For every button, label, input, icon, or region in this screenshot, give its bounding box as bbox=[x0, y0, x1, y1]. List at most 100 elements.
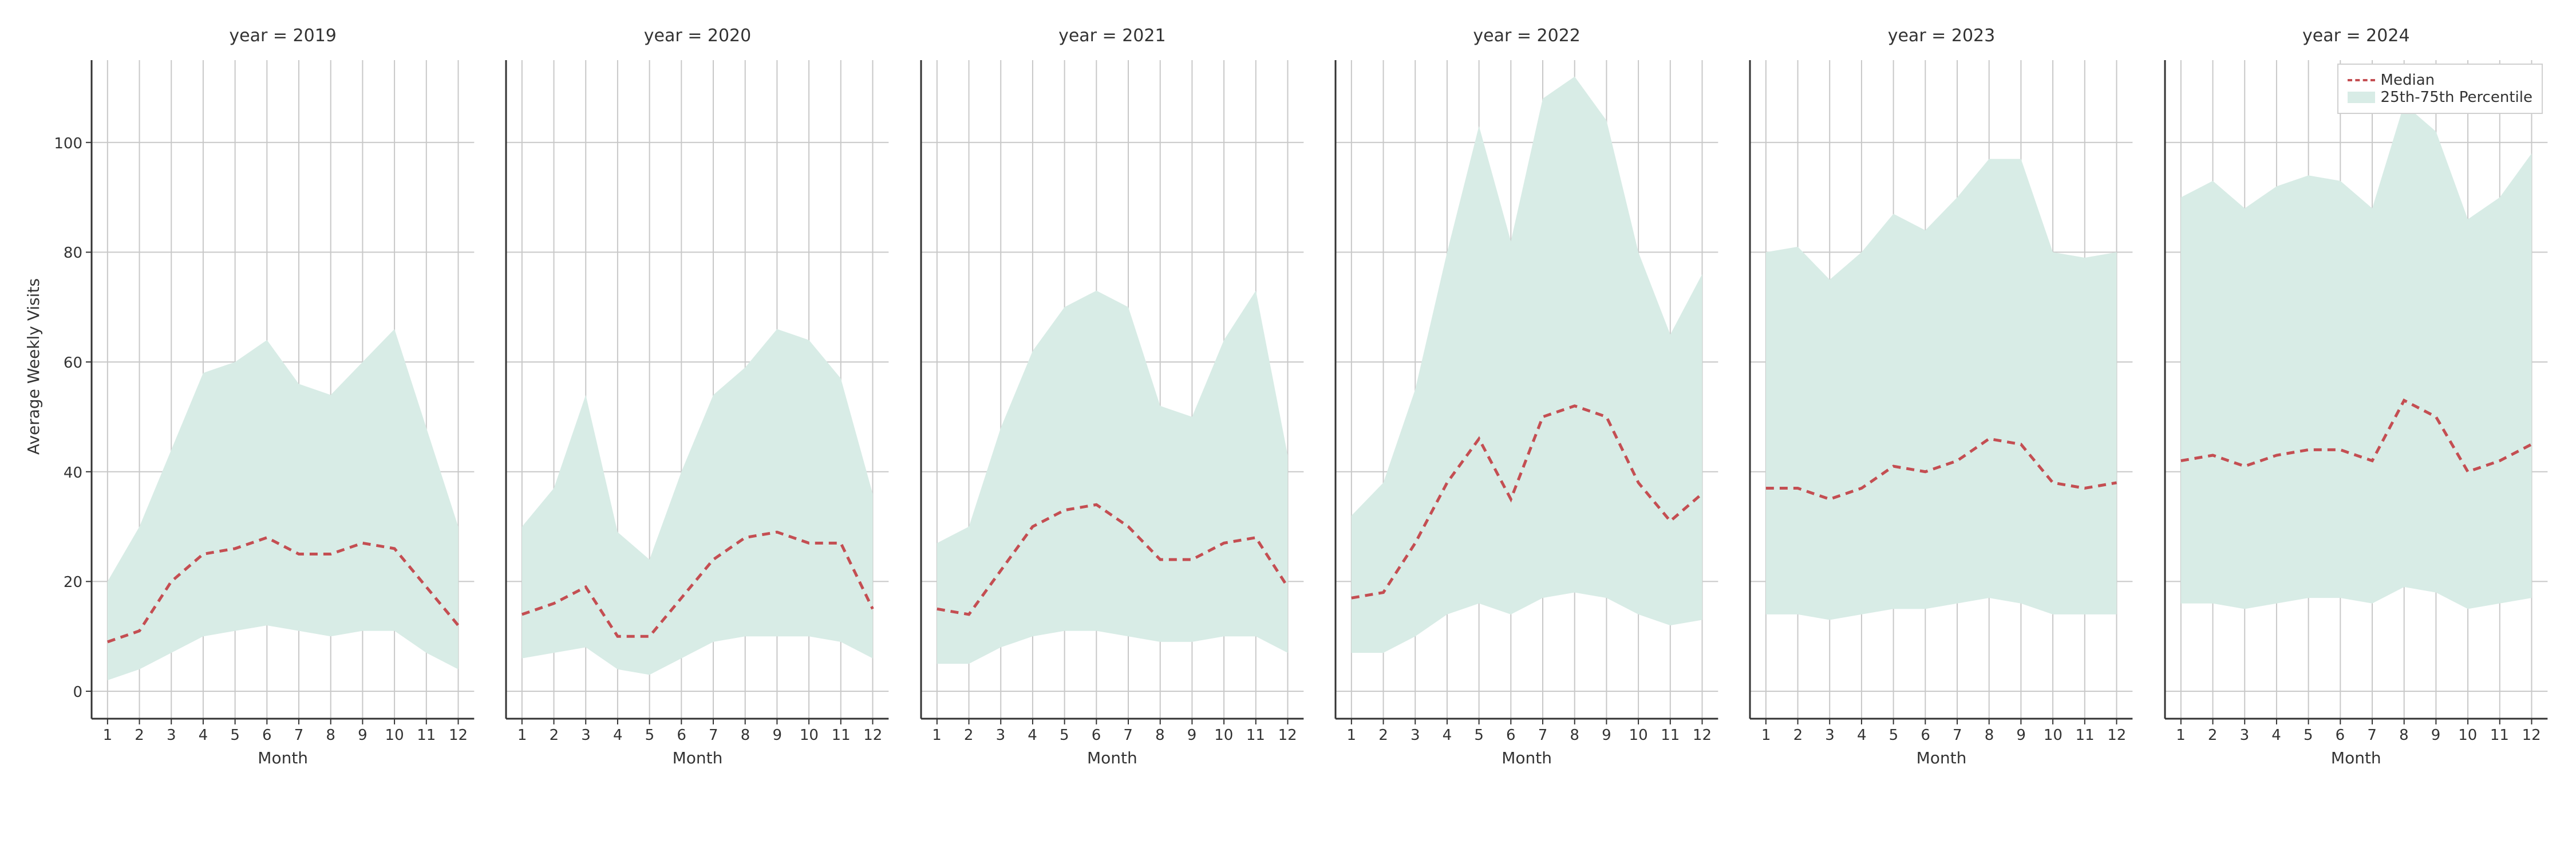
xtick-label: 6 bbox=[670, 727, 693, 744]
xtick-label: 5 bbox=[2297, 727, 2320, 744]
xtick-label: 10 bbox=[1627, 727, 1650, 744]
panel-title: year = 2022 bbox=[1336, 26, 1718, 46]
xtick-label: 6 bbox=[2329, 727, 2352, 744]
xtick-label: 9 bbox=[1180, 727, 1203, 744]
xtick-label: 11 bbox=[829, 727, 852, 744]
legend-swatch-median bbox=[2348, 79, 2375, 81]
panel-title: year = 2023 bbox=[1750, 26, 2132, 46]
xtick-label: 2 bbox=[957, 727, 980, 744]
xtick-label: 10 bbox=[2041, 727, 2064, 744]
xtick-label: 11 bbox=[415, 727, 438, 744]
xtick-label: 1 bbox=[1340, 727, 1363, 744]
xtick-label: 3 bbox=[575, 727, 598, 744]
xtick-label: 12 bbox=[862, 727, 884, 744]
xtick-label: 2 bbox=[2201, 727, 2224, 744]
xtick-label: 5 bbox=[1882, 727, 1905, 744]
xtick-label: 7 bbox=[287, 727, 310, 744]
xtick-label: 2 bbox=[543, 727, 566, 744]
xtick-label: 8 bbox=[1563, 727, 1586, 744]
iqr-band bbox=[522, 329, 873, 675]
panel-2020: year = 2020123456789101112Month bbox=[506, 26, 888, 782]
xtick-label: 3 bbox=[2233, 727, 2256, 744]
panel-2021: year = 2021123456789101112Month bbox=[921, 26, 1303, 782]
xtick-label: 8 bbox=[2392, 727, 2415, 744]
xlabel: Month bbox=[1750, 748, 2132, 767]
xtick-label: 4 bbox=[1436, 727, 1459, 744]
ytick-label: 100 bbox=[37, 135, 82, 152]
xtick-label: 8 bbox=[1978, 727, 2001, 744]
xlabel: Month bbox=[921, 748, 1303, 767]
xtick-label: 4 bbox=[606, 727, 629, 744]
iqr-band bbox=[1352, 77, 1702, 653]
xtick-label: 11 bbox=[1659, 727, 1682, 744]
xtick-label: 2 bbox=[128, 727, 151, 744]
legend-swatch-band bbox=[2348, 92, 2375, 103]
xtick-label: 12 bbox=[1690, 727, 1713, 744]
xtick-label: 11 bbox=[2073, 727, 2096, 744]
plot-area bbox=[2165, 60, 2547, 719]
xtick-label: 10 bbox=[797, 727, 820, 744]
xtick-label: 3 bbox=[1819, 727, 1842, 744]
xtick-label: 12 bbox=[2105, 727, 2128, 744]
xtick-label: 7 bbox=[1117, 727, 1140, 744]
panel-2022: year = 2022123456789101112Month bbox=[1336, 26, 1718, 782]
ylabel: Average Weekly Visits bbox=[24, 252, 43, 481]
legend-row: Median bbox=[2348, 72, 2532, 89]
xtick-label: 10 bbox=[383, 727, 406, 744]
xtick-label: 7 bbox=[702, 727, 725, 744]
iqr-band bbox=[1766, 159, 2117, 620]
xtick-label: 4 bbox=[2265, 727, 2288, 744]
ytick-label: 40 bbox=[37, 464, 82, 482]
panel-2023: year = 2023123456789101112Month bbox=[1750, 26, 2132, 782]
xtick-label: 7 bbox=[1946, 727, 1969, 744]
xtick-label: 8 bbox=[1148, 727, 1171, 744]
panels-row: year = 2019123456789101112Month020406080… bbox=[92, 26, 2547, 782]
plot-area bbox=[921, 60, 1303, 719]
xtick-label: 9 bbox=[2010, 727, 2033, 744]
xtick-label: 12 bbox=[1276, 727, 1299, 744]
xtick-label: 4 bbox=[1850, 727, 1873, 744]
plot-area bbox=[1336, 60, 1718, 719]
legend-label: 25th-75th Percentile bbox=[2381, 89, 2532, 106]
xtick-label: 4 bbox=[192, 727, 215, 744]
xtick-label: 3 bbox=[989, 727, 1012, 744]
plot-area bbox=[506, 60, 888, 719]
ytick-label: 20 bbox=[37, 574, 82, 591]
xtick-label: 12 bbox=[447, 727, 469, 744]
xtick-label: 5 bbox=[1468, 727, 1491, 744]
iqr-band bbox=[2180, 104, 2531, 609]
xtick-label: 6 bbox=[1914, 727, 1937, 744]
xtick-label: 9 bbox=[1595, 727, 1618, 744]
xtick-label: 7 bbox=[2361, 727, 2384, 744]
xtick-label: 1 bbox=[1755, 727, 1777, 744]
xtick-label: 10 bbox=[2456, 727, 2479, 744]
xtick-label: 2 bbox=[1787, 727, 1809, 744]
legend-row: 25th-75th Percentile bbox=[2348, 89, 2532, 106]
xtick-label: 9 bbox=[351, 727, 374, 744]
ytick-label: 0 bbox=[37, 684, 82, 701]
xtick-label: 8 bbox=[734, 727, 757, 744]
xtick-label: 1 bbox=[926, 727, 949, 744]
xtick-label: 1 bbox=[511, 727, 534, 744]
xtick-label: 1 bbox=[96, 727, 119, 744]
panel-title: year = 2024 bbox=[2165, 26, 2547, 46]
xlabel: Month bbox=[506, 748, 888, 767]
xtick-label: 5 bbox=[224, 727, 247, 744]
panel-2019: year = 2019123456789101112Month020406080… bbox=[92, 26, 474, 782]
xtick-label: 7 bbox=[1531, 727, 1554, 744]
xtick-label: 10 bbox=[1212, 727, 1235, 744]
xtick-label: 5 bbox=[1053, 727, 1076, 744]
xtick-label: 5 bbox=[638, 727, 661, 744]
xtick-label: 9 bbox=[2424, 727, 2447, 744]
xtick-label: 11 bbox=[2488, 727, 2511, 744]
plot-area bbox=[1750, 60, 2132, 719]
xtick-label: 6 bbox=[1499, 727, 1522, 744]
panel-2024: year = 2024123456789101112MonthMedian25t… bbox=[2165, 26, 2547, 782]
xtick-label: 9 bbox=[766, 727, 789, 744]
plot-area bbox=[92, 60, 474, 719]
iqr-band bbox=[108, 329, 459, 680]
xtick-label: 1 bbox=[2169, 727, 2192, 744]
xtick-label: 3 bbox=[160, 727, 183, 744]
xtick-label: 2 bbox=[1372, 727, 1395, 744]
panel-title: year = 2019 bbox=[92, 26, 474, 46]
